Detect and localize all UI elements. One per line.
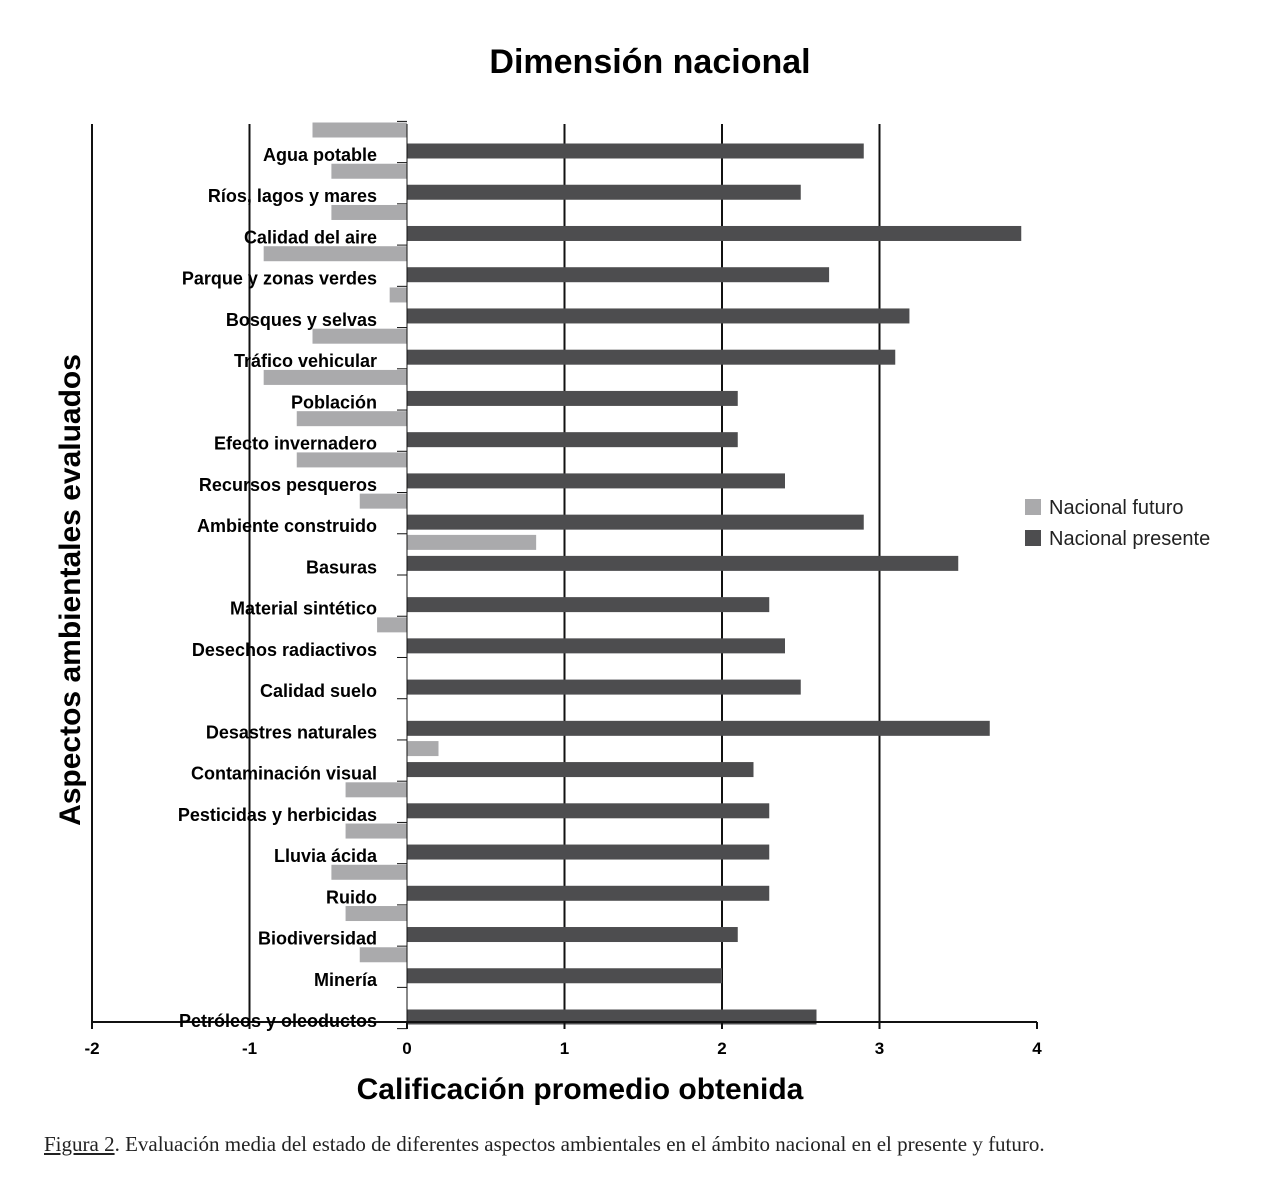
category-label: Desastres naturales [206, 722, 377, 742]
y-axis-title: Aspectos ambientales evaluados [54, 354, 87, 826]
figure-caption: Figura 2. Evaluación media del estado de… [44, 1132, 1045, 1157]
bar-futuro [263, 246, 407, 262]
bar-presente [407, 679, 801, 695]
bar-futuro [407, 534, 537, 550]
bar-futuro [331, 864, 407, 880]
bar-presente [407, 390, 738, 406]
bar-presente [407, 473, 785, 489]
bar-presente [407, 514, 864, 530]
bar-presente [407, 432, 738, 448]
category-label: Población [291, 392, 377, 412]
legend-label: Nacional presente [1049, 528, 1210, 550]
category-label: Calidad suelo [260, 681, 377, 701]
bar-futuro [345, 782, 407, 798]
category-label: Parque y zonas verdes [182, 269, 377, 289]
bar-futuro [312, 328, 407, 344]
bar-presente [407, 968, 722, 984]
bar-futuro [312, 122, 407, 138]
bar-futuro [359, 493, 407, 509]
x-tick-label: -1 [242, 1039, 257, 1058]
figure-ref: Figura 2 [44, 1132, 115, 1156]
legend-swatch [1025, 530, 1041, 546]
bar-futuro [377, 617, 407, 633]
bar-presente [407, 225, 1022, 241]
bar-futuro [359, 947, 407, 963]
category-label: Material sintético [230, 599, 377, 619]
bar-presente [407, 885, 770, 901]
category-label: Calidad del aire [244, 227, 377, 247]
legend-label: Nacional futuro [1049, 497, 1184, 519]
category-label: Lluvia ácida [274, 846, 378, 866]
category-label: Tráfico vehicular [234, 351, 377, 371]
category-label: Ruido [326, 887, 377, 907]
x-tick-label: 0 [402, 1039, 411, 1058]
caption-text: . Evaluación media del estado de diferen… [114, 1132, 1045, 1156]
x-tick-label: 4 [1032, 1039, 1042, 1058]
bar-presente [407, 267, 830, 283]
bar-presente [407, 597, 770, 613]
bar-futuro [263, 369, 407, 385]
bar-futuro [331, 163, 407, 179]
bar-futuro [296, 411, 407, 427]
x-tick-label: 1 [560, 1039, 569, 1058]
bar-presente [407, 1009, 817, 1025]
category-label: Ríos, lagos y mares [208, 186, 377, 206]
bar-presente [407, 803, 770, 819]
x-tick-label: -2 [84, 1039, 99, 1058]
category-label: Pesticidas y herbicidas [178, 805, 377, 825]
x-tick-label: 2 [717, 1039, 726, 1058]
bar-futuro [345, 823, 407, 839]
bar-futuro [407, 741, 439, 757]
category-label: Desechos radiactivos [192, 640, 377, 660]
bar-presente [407, 308, 910, 324]
category-label: Recursos pesqueros [199, 475, 377, 495]
category-label: Ambiente construido [197, 516, 377, 536]
bar-futuro [389, 287, 407, 303]
legend-swatch [1025, 499, 1041, 515]
bar-presente [407, 143, 864, 159]
bar-futuro [331, 204, 407, 220]
category-label: Minería [314, 970, 378, 990]
chart-title: Dimensión nacional [489, 43, 810, 81]
category-label: Efecto invernadero [214, 434, 377, 454]
category-label: Biodiversidad [258, 929, 377, 949]
bar-presente [407, 349, 896, 365]
bar-presente [407, 720, 990, 736]
bar-presente [407, 555, 959, 571]
bar-presente [407, 638, 785, 654]
category-label: Bosques y selvas [226, 310, 377, 330]
category-label: Agua potable [263, 145, 377, 165]
bar-presente [407, 844, 770, 860]
bar-presente [407, 184, 801, 200]
bar-futuro [345, 906, 407, 922]
x-axis-title: Calificación promedio obtenida [357, 1073, 804, 1106]
category-label: Petróleos y oleoductos [179, 1011, 377, 1031]
bar-futuro [296, 452, 407, 468]
x-tick-label: 3 [875, 1039, 884, 1058]
category-label: Contaminación visual [191, 764, 377, 784]
bar-presente [407, 762, 754, 778]
bar-presente [407, 927, 738, 943]
category-label: Basuras [306, 557, 377, 577]
